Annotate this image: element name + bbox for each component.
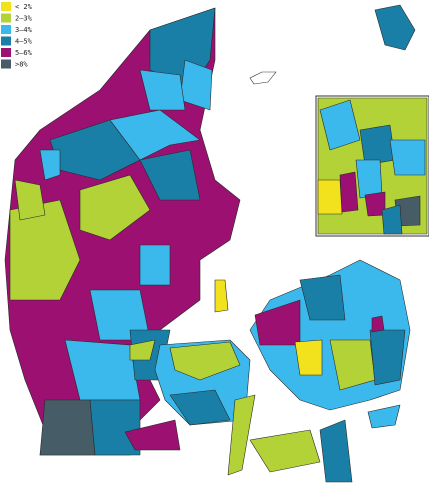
legend-label: 2–3% xyxy=(15,15,33,23)
legend-label: >8% xyxy=(15,61,28,69)
municipality xyxy=(294,339,323,376)
municipality xyxy=(359,124,396,166)
municipality xyxy=(39,149,61,181)
municipality xyxy=(374,4,416,51)
legend-swatch xyxy=(1,48,11,57)
municipality xyxy=(139,244,171,286)
municipality xyxy=(227,394,256,476)
municipality xyxy=(169,389,231,426)
municipalities xyxy=(4,4,416,483)
municipality xyxy=(317,179,343,215)
municipality xyxy=(89,399,141,456)
municipality xyxy=(369,329,406,386)
municipality xyxy=(214,279,229,313)
municipality xyxy=(367,404,401,429)
municipality xyxy=(339,171,359,213)
legend-label: 3–4% xyxy=(15,26,33,34)
municipality xyxy=(319,419,353,483)
legend: < 2% 2–3% 3–4% 4–5% 5–6% >8% xyxy=(1,2,33,69)
municipality xyxy=(129,339,156,361)
legend-label: < 2% xyxy=(15,3,33,11)
municipality xyxy=(39,399,96,456)
municipality xyxy=(355,159,383,199)
legend-swatch xyxy=(1,2,11,11)
legend-swatch xyxy=(1,36,11,46)
municipality xyxy=(139,149,201,201)
municipality xyxy=(371,315,385,333)
municipality xyxy=(319,99,361,151)
municipality xyxy=(9,199,81,301)
municipality xyxy=(109,109,201,161)
island xyxy=(249,71,277,85)
inset xyxy=(315,95,429,237)
municipality xyxy=(79,174,151,241)
municipality xyxy=(249,429,321,473)
municipality xyxy=(14,179,46,221)
municipality xyxy=(139,69,186,111)
municipality xyxy=(124,419,181,451)
legend-swatch xyxy=(1,13,11,23)
municipality xyxy=(299,274,346,321)
legend-swatch xyxy=(1,25,11,34)
municipality xyxy=(169,341,241,381)
legend-label: 4–5% xyxy=(15,38,33,46)
legend-swatch xyxy=(1,59,11,69)
municipality xyxy=(381,204,403,235)
municipality xyxy=(389,139,426,176)
legend-label: 5–6% xyxy=(15,49,33,57)
